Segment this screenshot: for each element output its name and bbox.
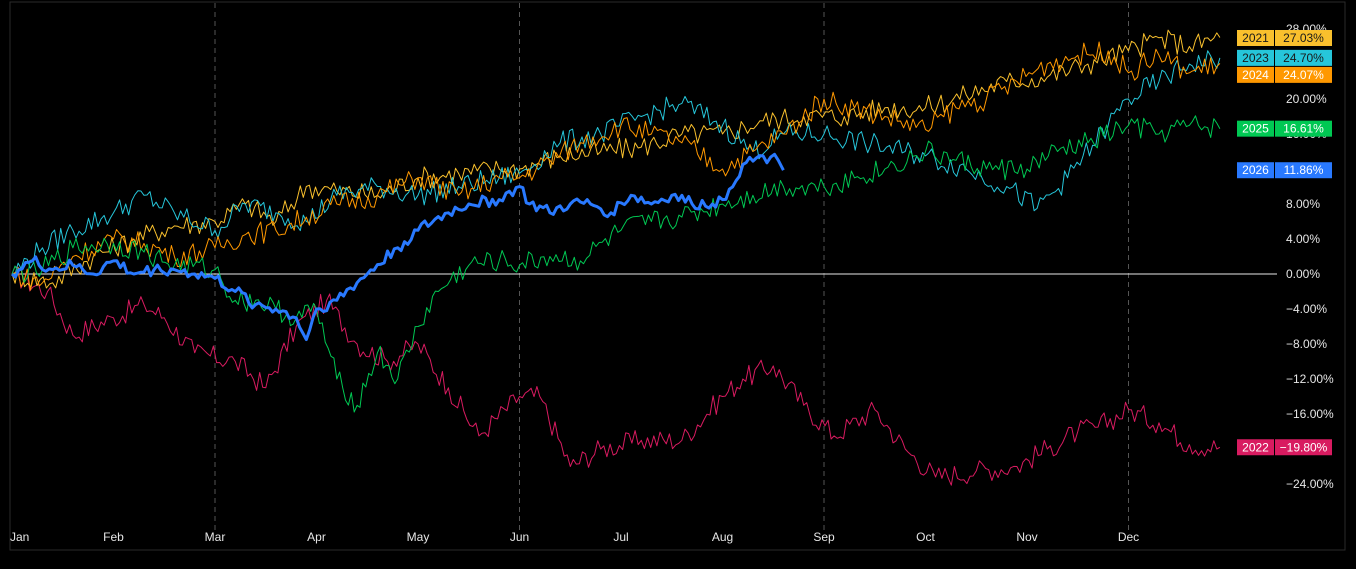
x-tick-label: Jan [10, 530, 29, 544]
y-tick-label: 20.00% [1286, 92, 1327, 106]
badge-2024: 2024 24.07% [1237, 66, 1332, 83]
x-tick-label: Jul [613, 530, 628, 544]
badge-year-label: 2022 [1242, 440, 1269, 454]
badge-year-box [1237, 439, 1274, 456]
badge-year-box [1237, 162, 1274, 179]
badge-year-box [1237, 30, 1274, 46]
badge-year-box [1237, 120, 1274, 137]
badge-value-box [1275, 66, 1332, 83]
series-layer [10, 29, 1221, 486]
series-line-2021 [11, 29, 1221, 289]
series-line-2024 [11, 41, 1221, 291]
y-tick-label: 4.00% [1286, 232, 1320, 246]
badge-value-box [1275, 162, 1332, 179]
badge-year-label: 2024 [1242, 68, 1269, 82]
x-tick-label: Sep [813, 530, 835, 544]
badge-value-label: 24.70% [1283, 51, 1324, 65]
badge-2023: 2023 24.70% [1237, 49, 1332, 66]
x-tick-label: Nov [1016, 530, 1037, 544]
chart-frame [9, 1, 1346, 551]
badge-value-box [1275, 30, 1332, 46]
badge-year-label: 2026 [1242, 163, 1269, 177]
badge-2021: 2021 27.03% [1237, 30, 1332, 46]
badge-value-label: 16.61% [1283, 122, 1324, 136]
badge-year-label: 2021 [1242, 31, 1269, 45]
x-tick-label: Oct [916, 530, 935, 544]
badge-value-box [1275, 120, 1332, 137]
series-line-2025 [11, 115, 1221, 413]
x-tick-label: Dec [1118, 530, 1139, 544]
series-line-2022 [11, 266, 1221, 486]
series-line-2023 [11, 50, 1221, 275]
badge-year-box [1237, 66, 1274, 83]
x-tick-label: Jun [510, 530, 529, 544]
y-tick-label: −12.00% [1286, 372, 1334, 386]
y-tick-label: −16.00% [1286, 407, 1334, 421]
badge-value-label: 24.07% [1283, 68, 1324, 82]
x-tick-label: Apr [307, 530, 326, 544]
badge-value-label: 27.03% [1283, 31, 1324, 45]
x-tick-label: May [407, 530, 430, 544]
badge-2025: 2025 16.61% [1237, 120, 1332, 137]
y-tick-label: 8.00% [1286, 197, 1320, 211]
badge-2022: 2022 −19.80% [1237, 439, 1332, 456]
x-tick-label: Feb [103, 530, 124, 544]
badge-value-box [1275, 439, 1332, 456]
y-tick-label: −4.00% [1286, 302, 1327, 316]
badge-value-label: −19.80% [1280, 440, 1328, 454]
badge-year-label: 2023 [1242, 51, 1269, 65]
x-axis-tick-labels: Jan Feb Mar Apr May Jun Jul Aug Sep Oct Nov Dec [10, 530, 1139, 544]
y-tick-label: −24.00% [1286, 477, 1334, 491]
y-tick-label: −8.00% [1286, 337, 1327, 351]
badge-year-label: 2025 [1242, 122, 1269, 136]
x-tick-label: Aug [712, 530, 733, 544]
badge-value-label: 11.86% [1284, 163, 1324, 177]
series-line-2026 [10, 152, 785, 342]
x-tick-label: Mar [205, 530, 226, 544]
series-value-badges: 2021 27.03% 2023 24.70% 2024 24.07% 2025 16.61%… [1237, 30, 1332, 456]
badge-year-box [1237, 49, 1274, 66]
y-tick-label: 0.00% [1286, 267, 1320, 281]
badge-2026: 2026 11.86% [1237, 162, 1332, 179]
badge-value-box [1275, 49, 1332, 66]
